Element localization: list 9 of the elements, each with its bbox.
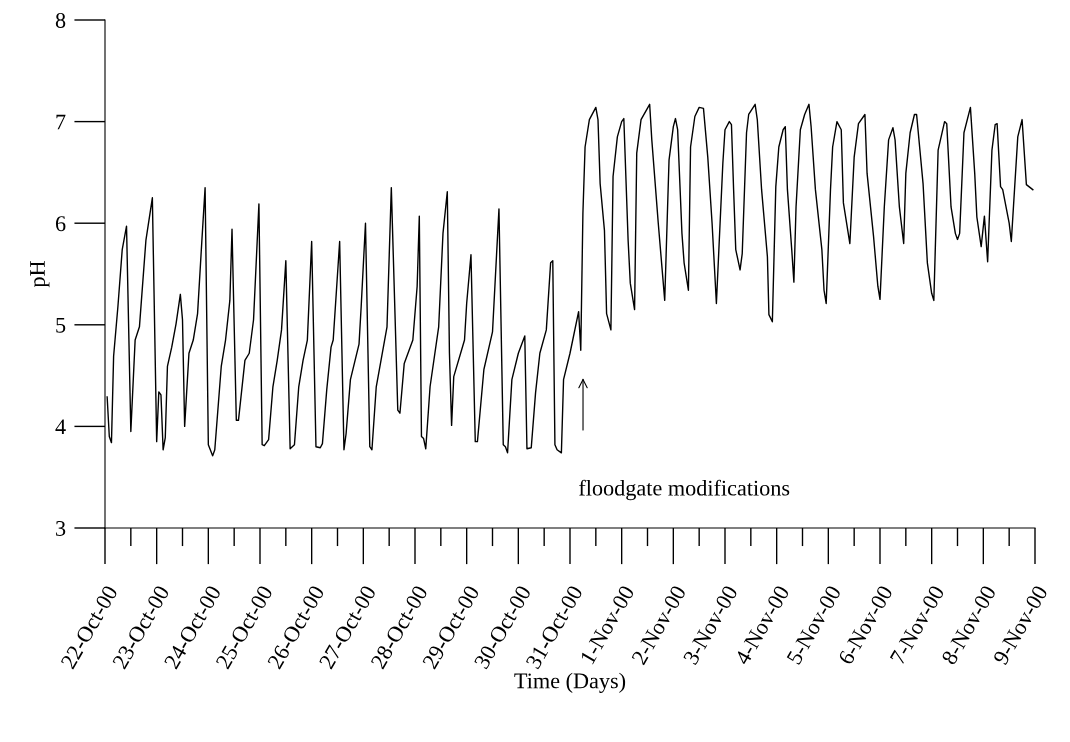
x-axis-title: Time (Days) [514, 672, 626, 693]
annotation: floodgate modifications [579, 479, 790, 501]
y-tick-label: 7 [56, 114, 66, 130]
y-tick-label: 3 [56, 520, 66, 536]
y-tick-label: 4 [55, 419, 66, 435]
y-tick-label: 5 [56, 317, 66, 333]
y-tick-label: 6 [55, 216, 66, 232]
y-axis-title: pH [30, 261, 50, 288]
y-tick-label: 8 [55, 12, 66, 28]
